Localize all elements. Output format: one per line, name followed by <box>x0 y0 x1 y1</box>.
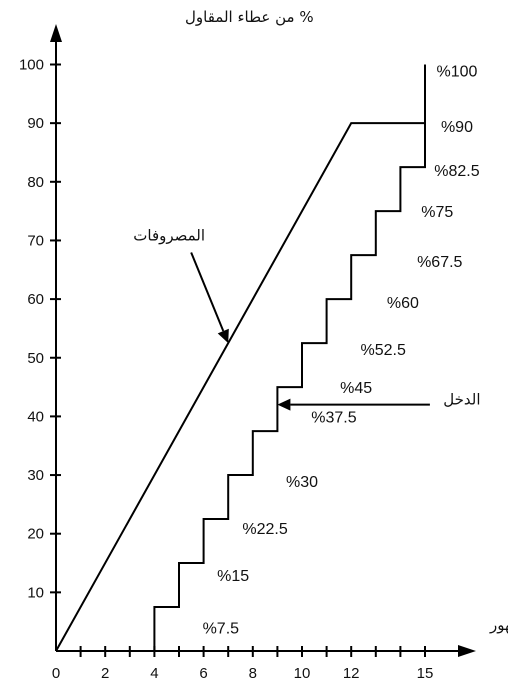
x-axis-arrow <box>458 645 476 657</box>
y-tick-label: 80 <box>27 174 44 191</box>
income-pointer-label: الدخل <box>443 391 480 409</box>
pointer-arrow-head <box>217 328 229 344</box>
x-ticks: 2 4 6 8 10 12 15 <box>79 646 434 682</box>
percent-annotation: %45 <box>340 380 372 397</box>
percent-annotation: %100 <box>437 63 478 80</box>
y-tick-label: 20 <box>27 526 44 543</box>
percent-annotation: %22.5 <box>242 521 287 538</box>
pointer-labels-layer: المصروفات الدخل <box>133 226 481 411</box>
pointer-arrow-head <box>277 398 291 411</box>
annotations-layer: %7.5 %15 %22.5 %30 %37.5 %45 %52.5 %60 %67.5 %75%… <box>203 63 480 637</box>
x-tick-label: 10 <box>294 665 311 682</box>
origin-label: 0 <box>52 665 60 682</box>
y-tick-label: 50 <box>27 350 44 367</box>
y-tick-label: 40 <box>27 408 44 425</box>
y-axis-arrow <box>50 24 62 42</box>
y-ticks: 10 20 30 40 50 60 70 80 90 100 <box>19 57 61 601</box>
x-tick-label: 8 <box>249 665 257 682</box>
x-axis: 2 4 6 8 10 12 15 <box>56 645 476 682</box>
percent-annotation: %82.5 <box>434 163 479 180</box>
percent-annotation: %30 <box>286 474 318 491</box>
x-tick-label: 6 <box>199 665 207 682</box>
pointer-arrow-shaft <box>190 252 225 332</box>
series-layer <box>55 64 426 652</box>
x-tick-label: 12 <box>343 665 360 682</box>
income-step-line <box>153 64 426 651</box>
y-tick-label: 60 <box>27 291 44 308</box>
x-tick-label: 2 <box>101 665 109 682</box>
y-axis: 10 20 30 40 50 60 70 80 90 100 <box>19 24 62 651</box>
y-axis-title: % من عطاء المقاول <box>185 8 314 26</box>
y-tick-label: 30 <box>27 467 44 484</box>
x-axis-title: الشهور <box>489 616 508 634</box>
y-tick-label: 10 <box>27 584 44 601</box>
percent-annotation: %75 <box>421 204 453 221</box>
percent-annotation: %52.5 <box>360 342 405 359</box>
y-tick-label: 70 <box>27 232 44 249</box>
y-tick-label: 90 <box>27 115 44 132</box>
percent-annotation: %67.5 <box>417 254 462 271</box>
expenses-pointer-label: المصروفات <box>133 226 205 244</box>
percent-annotation: %15 <box>217 568 249 585</box>
expenses-line <box>55 122 425 652</box>
x-tick-label: 4 <box>150 665 158 682</box>
x-tick-label: 15 <box>417 665 434 682</box>
percent-annotation: %90 <box>441 119 473 136</box>
y-tick-label: 100 <box>19 57 44 74</box>
percent-annotation: %37.5 <box>311 409 356 426</box>
percent-annotation: %7.5 <box>203 621 240 638</box>
percent-annotation: %60 <box>387 295 419 312</box>
